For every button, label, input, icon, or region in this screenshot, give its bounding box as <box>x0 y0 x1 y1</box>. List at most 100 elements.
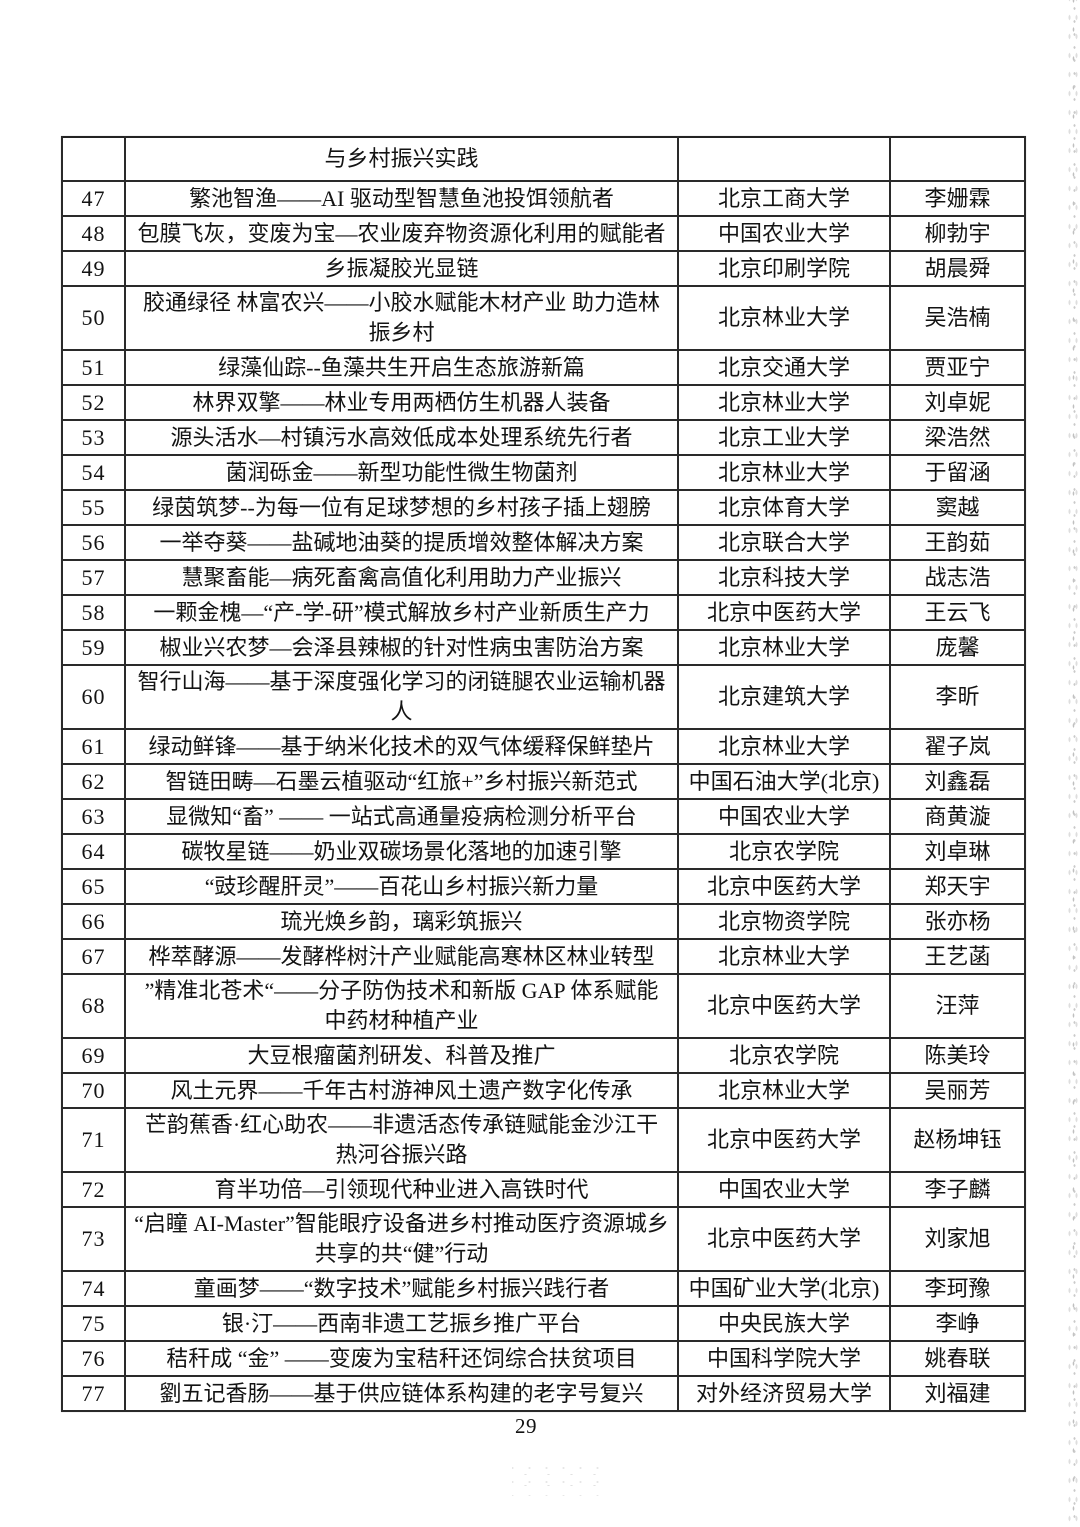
university-cell: 北京工商大学 <box>677 180 891 217</box>
table-row: 57 慧聚畜能—病死畜禽高值化利用助力产业振兴 北京科技大学 战志浩 <box>61 559 1026 596</box>
university-cell: 北京体育大学 <box>677 489 891 526</box>
university-cell: 北京林业大学 <box>677 938 891 975</box>
project-title-cell: 繁池智渔——AI 驱动型智慧鱼池投饵领航者 <box>124 180 679 217</box>
project-title-cell: 童画梦——“数字技术”赋能乡村振兴践行者 <box>124 1270 679 1307</box>
table-row: 与乡村振兴实践 <box>61 137 1026 182</box>
leader-name-cell: 翟子岚 <box>889 728 1026 765</box>
project-title-cell: 一颗金槐—“产-学-研”模式解放乡村产业新质生产力 <box>124 594 679 631</box>
university-cell: 北京林业大学 <box>677 285 891 351</box>
university-cell: 北京中医药大学 <box>677 973 891 1039</box>
university-cell: 中国农业大学 <box>677 1171 891 1208</box>
leader-name-cell: 姚春联 <box>889 1340 1026 1377</box>
leader-name-cell: 战志浩 <box>889 559 1026 596</box>
leader-name-cell: 张亦杨 <box>889 903 1026 940</box>
table-row: 47 繁池智渔——AI 驱动型智慧鱼池投饵领航者 北京工商大学 李姗霖 <box>61 180 1026 217</box>
row-number-cell: 73 <box>61 1206 126 1272</box>
row-number-cell: 62 <box>61 763 126 800</box>
university-cell: 中国农业大学 <box>677 798 891 835</box>
row-number-cell: 52 <box>61 384 126 421</box>
project-title-cell: 乡振凝胶光显链 <box>124 250 679 287</box>
row-number-cell: 72 <box>61 1171 126 1208</box>
table-row: 62 智链田畴—石墨云植驱动“红旅+”乡村振兴新范式 中国石油大学(北京) 刘鑫… <box>61 763 1026 800</box>
table-row: 50 胶通绿径 林富农兴——小胶水赋能木材产业 助力造林振乡村 北京林业大学 吴… <box>61 285 1026 351</box>
leader-name-cell: 李姗霖 <box>889 180 1026 217</box>
project-title-cell: 碳牧星链——奶业双碳场景化落地的加速引擎 <box>124 833 679 870</box>
table-row: 48 包膜飞灰，变废为宝—农业废弃物资源化利用的赋能者 中国农业大学 柳勃宇 <box>61 215 1026 252</box>
project-title-cell: 绿茵筑梦--为每一位有足球梦想的乡村孩子插上翅膀 <box>124 489 679 526</box>
leader-name-cell: 王云飞 <box>889 594 1026 631</box>
leader-name-cell: 吴丽芳 <box>889 1072 1026 1109</box>
row-number-cell: 71 <box>61 1107 126 1173</box>
table-row: 59 椒业兴农梦—会泽县辣椒的针对性病虫害防治方案 北京林业大学 庞馨 <box>61 629 1026 666</box>
row-number-cell: 60 <box>61 664 126 730</box>
table-row: 61 绿动鲜锋——基于纳米化技术的双气体缓释保鲜垫片 北京林业大学 翟子岚 <box>61 728 1026 765</box>
leader-name-cell: 李昕 <box>889 664 1026 730</box>
project-title-cell: 胶通绿径 林富农兴——小胶水赋能木材产业 助力造林振乡村 <box>124 285 679 351</box>
table-body: 与乡村振兴实践 47 繁池智渔——AI 驱动型智慧鱼池投饵领航者 北京工商大学 … <box>61 137 1026 1412</box>
leader-name-cell: 王艺菡 <box>889 938 1026 975</box>
row-number-cell: 53 <box>61 419 126 456</box>
project-title-cell: 一举夺葵——盐碱地油葵的提质增效整体解决方案 <box>124 524 679 561</box>
projects-table: 与乡村振兴实践 47 繁池智渔——AI 驱动型智慧鱼池投饵领航者 北京工商大学 … <box>61 136 1026 1412</box>
table-row: 49 乡振凝胶光显链 北京印刷学院 胡晨舜 <box>61 250 1026 287</box>
university-cell: 北京中医药大学 <box>677 1107 891 1173</box>
row-number-cell: 61 <box>61 728 126 765</box>
leader-name-cell: 庞馨 <box>889 629 1026 666</box>
project-title-cell: 育半功倍—引领现代种业进入高铁时代 <box>124 1171 679 1208</box>
university-cell: 北京林业大学 <box>677 728 891 765</box>
row-number-cell: 69 <box>61 1037 126 1074</box>
university-cell: 北京农学院 <box>677 1037 891 1074</box>
scan-smudge <box>512 1466 602 1496</box>
table-row: 69 大豆根瘤菌剂研发、科普及推广 北京农学院 陈美玲 <box>61 1037 1026 1074</box>
table-row: 71 芒韵蕉香·红心助农——非遗活态传承链赋能金沙江干热河谷振兴路 北京中医药大… <box>61 1107 1026 1173</box>
table-row: 51 绿藻仙踪--鱼藻共生开启生态旅游新篇 北京交通大学 贾亚宁 <box>61 349 1026 386</box>
project-title-cell: 银·汀——西南非遗工艺振乡推广平台 <box>124 1305 679 1342</box>
project-title-cell: 椒业兴农梦—会泽县辣椒的针对性病虫害防治方案 <box>124 629 679 666</box>
project-title-cell: 桦萃酵源——发酵桦树汁产业赋能高寒林区林业转型 <box>124 938 679 975</box>
leader-name-cell: 刘卓琳 <box>889 833 1026 870</box>
university-cell: 北京林业大学 <box>677 629 891 666</box>
university-cell: 北京建筑大学 <box>677 664 891 730</box>
university-cell: 北京农学院 <box>677 833 891 870</box>
project-title-cell: 林界双擎——林业专用两栖仿生机器人装备 <box>124 384 679 421</box>
row-number-cell: 59 <box>61 629 126 666</box>
table-row: 70 风土元界——千年古村游神风土遗产数字化传承 北京林业大学 吴丽芳 <box>61 1072 1026 1109</box>
project-title-cell: 显微知“畜” —— 一站式高通量疫病检测分析平台 <box>124 798 679 835</box>
university-cell: 北京中医药大学 <box>677 1206 891 1272</box>
table-row: 67 桦萃酵源——发酵桦树汁产业赋能高寒林区林业转型 北京林业大学 王艺菡 <box>61 938 1026 975</box>
table-row: 76 秸秆成 “金” ——变废为宝秸秆还饲综合扶贫项目 中国科学院大学 姚春联 <box>61 1340 1026 1377</box>
university-cell: 北京科技大学 <box>677 559 891 596</box>
university-cell: 北京印刷学院 <box>677 250 891 287</box>
project-title-cell: “启瞳 AI-Master”智能眼疗设备进乡村推动医疗资源城乡共享的共“健”行动 <box>124 1206 679 1272</box>
project-title-cell: 慧聚畜能—病死畜禽高值化利用助力产业振兴 <box>124 559 679 596</box>
university-cell: 北京中医药大学 <box>677 594 891 631</box>
row-number-cell: 51 <box>61 349 126 386</box>
university-cell: 中国石油大学(北京) <box>677 763 891 800</box>
leader-name-cell: 吴浩楠 <box>889 285 1026 351</box>
university-cell: 北京联合大学 <box>677 524 891 561</box>
row-number-cell: 75 <box>61 1305 126 1342</box>
row-number-cell <box>61 137 126 182</box>
project-title-cell: “豉珍醒肝灵”——百花山乡村振兴新力量 <box>124 868 679 905</box>
table-row: 74 童画梦——“数字技术”赋能乡村振兴践行者 中国矿业大学(北京) 李珂豫 <box>61 1270 1026 1307</box>
university-cell: 中国农业大学 <box>677 215 891 252</box>
row-number-cell: 74 <box>61 1270 126 1307</box>
university-cell: 北京工业大学 <box>677 419 891 456</box>
leader-name-cell: 梁浩然 <box>889 419 1026 456</box>
table-row: 58 一颗金槐—“产-学-研”模式解放乡村产业新质生产力 北京中医药大学 王云飞 <box>61 594 1026 631</box>
leader-name-cell: 柳勃宇 <box>889 215 1026 252</box>
leader-name-cell: 赵杨坤钰 <box>889 1107 1026 1173</box>
row-number-cell: 64 <box>61 833 126 870</box>
university-cell: 北京物资学院 <box>677 903 891 940</box>
project-title-cell: 智链田畴—石墨云植驱动“红旅+”乡村振兴新范式 <box>124 763 679 800</box>
project-title-cell: 包膜飞灰，变废为宝—农业废弃物资源化利用的赋能者 <box>124 215 679 252</box>
table-row: 63 显微知“畜” —— 一站式高通量疫病检测分析平台 中国农业大学 商黄漩 <box>61 798 1026 835</box>
project-title-cell: 秸秆成 “金” ——变废为宝秸秆还饲综合扶贫项目 <box>124 1340 679 1377</box>
university-cell: 中央民族大学 <box>677 1305 891 1342</box>
row-number-cell: 68 <box>61 973 126 1039</box>
row-number-cell: 77 <box>61 1375 126 1412</box>
project-title-cell: 绿藻仙踪--鱼藻共生开启生态旅游新篇 <box>124 349 679 386</box>
leader-name-cell: 李子麟 <box>889 1171 1026 1208</box>
table-row: 68 ”精准北苍术“——分子防伪技术和新版 GAP 体系赋能中药材种植产业 北京… <box>61 973 1026 1039</box>
leader-name-cell: 商黄漩 <box>889 798 1026 835</box>
